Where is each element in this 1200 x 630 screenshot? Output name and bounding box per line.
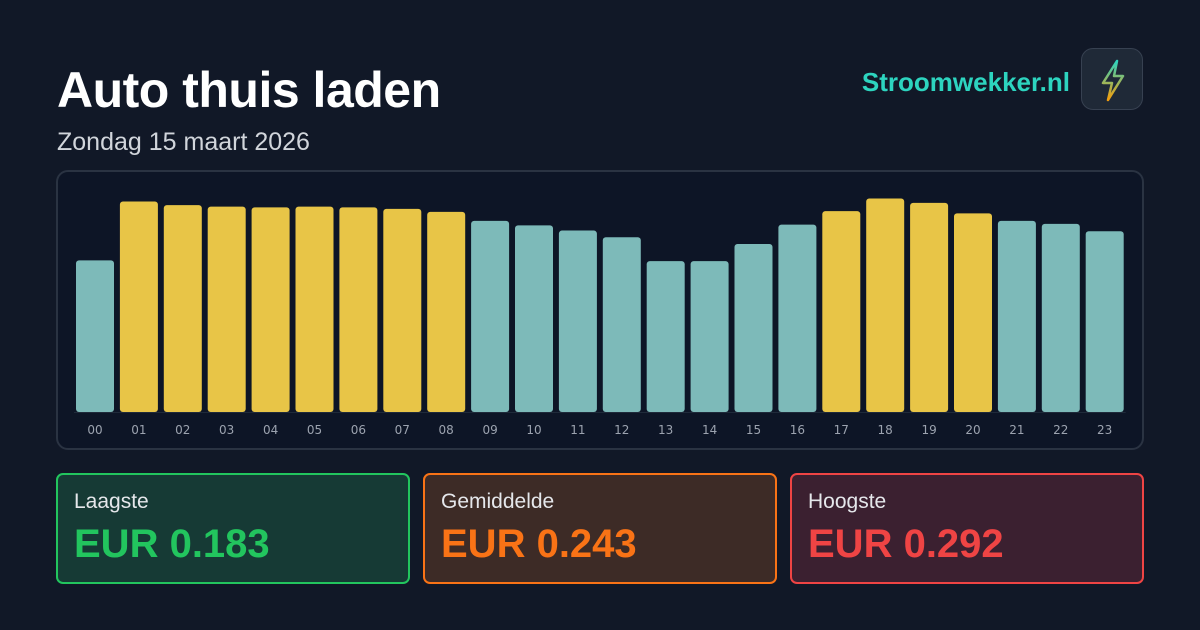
x-tick-label: 19: [921, 423, 936, 437]
bar-hour-06[interactable]: [339, 207, 378, 412]
bar-hour-01[interactable]: [119, 201, 158, 412]
x-tick-label: 03: [219, 423, 234, 437]
price-chart: 00 01 02 03 04 05 06 07 08 09 10 11 12 13 14 15 16 17 18 19…: [56, 170, 1144, 450]
bar-hour-09[interactable]: [471, 220, 510, 412]
bar-hour-11[interactable]: [558, 230, 597, 412]
x-tick-label: 22: [1053, 423, 1068, 437]
x-tick-label: 20: [965, 423, 980, 437]
highest-price-label: Hoogste: [808, 490, 887, 513]
bar-hour-23[interactable]: [1085, 231, 1124, 412]
bar-hour-14[interactable]: [690, 261, 729, 412]
bar-hour-07[interactable]: [383, 208, 422, 412]
x-tick-label: 12: [614, 423, 629, 437]
x-tick-label: 15: [746, 423, 761, 437]
average-price-label: Gemiddelde: [441, 490, 555, 513]
x-tick-label: 23: [1097, 423, 1112, 437]
average-price-value: EUR 0.243: [441, 522, 637, 566]
x-tick-label: 01: [131, 423, 146, 437]
bar-hour-08[interactable]: [427, 211, 466, 412]
highest-price-card: Hoogste EUR 0.292: [790, 473, 1144, 584]
x-tick-label: 11: [570, 423, 585, 437]
bar-hour-03[interactable]: [207, 206, 246, 412]
bar-hour-18[interactable]: [866, 198, 905, 412]
bar-hour-17[interactable]: [822, 211, 861, 412]
lightning-bolt-icon: [1101, 59, 1125, 102]
lowest-price-value: EUR 0.183: [74, 522, 270, 566]
lowest-price-label: Laagste: [74, 490, 149, 513]
highest-price-value: EUR 0.292: [808, 522, 1004, 566]
brand-name[interactable]: Stroomwekker.nl: [861, 67, 1070, 97]
x-tick-label: 17: [834, 423, 849, 437]
x-tick-label: 21: [1009, 423, 1024, 437]
bar-hour-00[interactable]: [76, 260, 114, 412]
x-tick-label: 05: [307, 423, 322, 437]
average-price-card: Gemiddelde EUR 0.243: [423, 473, 777, 584]
bar-hour-13[interactable]: [646, 261, 685, 412]
bar-hour-04[interactable]: [251, 207, 290, 412]
x-tick-label: 14: [702, 423, 717, 437]
bar-hour-05[interactable]: [295, 206, 334, 412]
x-tick-label: 02: [175, 423, 190, 437]
x-tick-label: 06: [351, 423, 366, 437]
brand-logo: [1081, 48, 1143, 110]
x-tick-label: 08: [439, 423, 454, 437]
bar-hour-12[interactable]: [602, 237, 641, 412]
bar-hour-22[interactable]: [1041, 223, 1080, 412]
bar-hour-20[interactable]: [954, 213, 992, 412]
bar-hour-19[interactable]: [910, 202, 949, 412]
x-tick-label: 16: [790, 423, 805, 437]
hourly-price-bar-chart: 00 01 02 03 04 05 06 07 08 09 10 11 12 13 14 15 16 17 18 19…: [74, 198, 1126, 437]
bar-hour-10[interactable]: [515, 225, 553, 412]
page-title: Auto thuis laden: [57, 62, 441, 118]
lowest-price-card: Laagste EUR 0.183: [56, 473, 410, 584]
bar-hour-16[interactable]: [778, 224, 817, 412]
bar-hour-21[interactable]: [997, 220, 1036, 412]
x-tick-label: 13: [658, 423, 673, 437]
bar-hour-02[interactable]: [163, 205, 202, 412]
x-tick-label: 10: [526, 423, 541, 437]
x-tick-label: 09: [482, 423, 497, 437]
x-tick-label: 00: [87, 423, 102, 437]
x-tick-label: 18: [878, 423, 893, 437]
bar-hour-15[interactable]: [734, 244, 773, 412]
date-subtitle: Zondag 15 maart 2026: [57, 128, 310, 156]
x-tick-label: 04: [263, 423, 278, 437]
x-tick-label: 07: [395, 423, 410, 437]
